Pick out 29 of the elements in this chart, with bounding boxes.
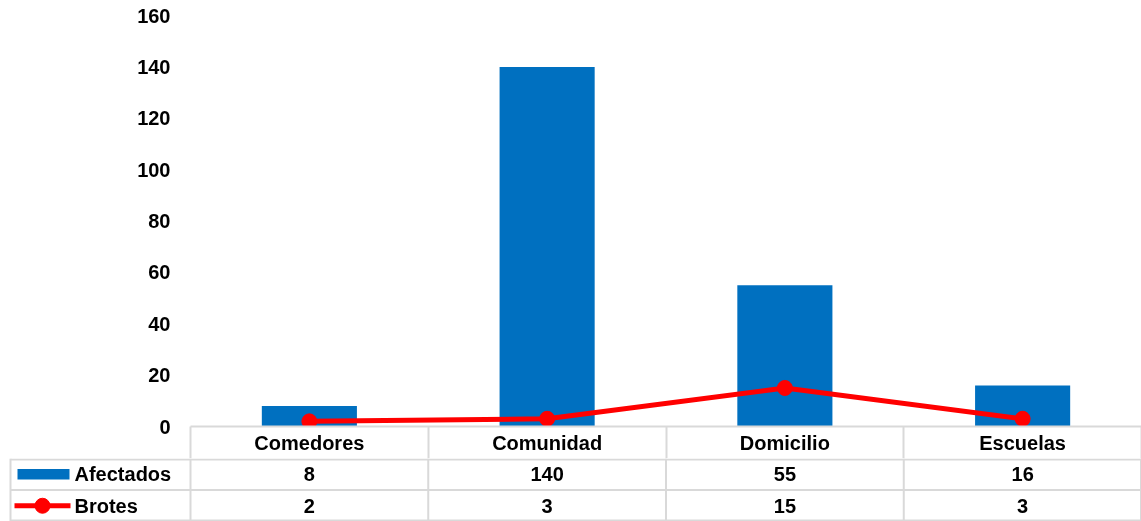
data-label: 55 <box>773 463 796 486</box>
data-label: 15 <box>773 494 796 517</box>
point <box>776 379 793 396</box>
x-tick-label: Domicilio <box>739 431 830 454</box>
x-tick-label: Comunidad <box>492 431 603 454</box>
data-label: 3 <box>541 494 553 517</box>
y-tick-label: 100 <box>137 158 171 181</box>
y-tick-label: 0 <box>159 415 171 438</box>
data-label: 16 <box>1011 463 1034 486</box>
y-tick-label: 20 <box>148 364 171 387</box>
y-tick-label: 60 <box>148 261 171 284</box>
data-label: 3 <box>1017 494 1029 517</box>
bar <box>737 285 833 427</box>
legend-label: Brotes <box>74 494 138 517</box>
data-label: 2 <box>303 494 315 517</box>
x-tick-label: Escuelas <box>979 431 1066 454</box>
y-tick-label: 40 <box>148 312 171 335</box>
y-tick-label: 120 <box>137 107 171 130</box>
x-tick-label: Comedores <box>254 431 365 454</box>
point <box>1014 410 1031 427</box>
legend-label: Afectados <box>74 463 172 486</box>
bar <box>499 66 595 427</box>
data-label: 8 <box>303 463 315 486</box>
data-label: 140 <box>530 463 564 486</box>
y-tick-label: 80 <box>148 210 171 232</box>
point <box>539 410 556 427</box>
y-tick-label: 160 <box>137 4 171 27</box>
point <box>301 413 318 427</box>
y-tick-label: 140 <box>137 55 171 78</box>
